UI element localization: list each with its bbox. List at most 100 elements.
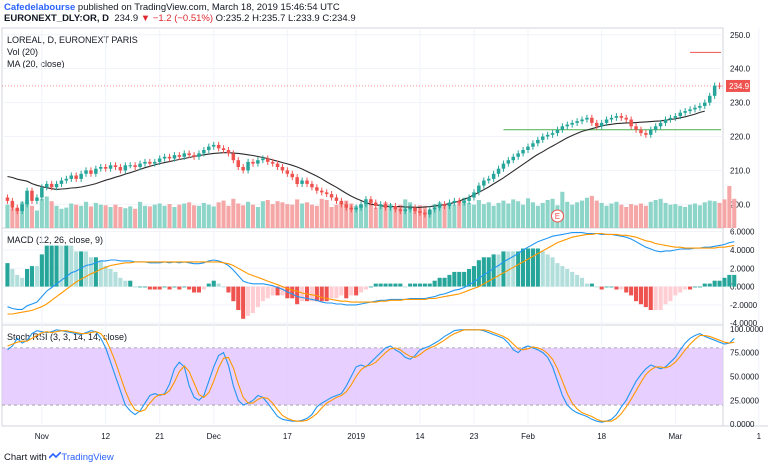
candle-body — [398, 209, 403, 212]
candle-body — [202, 150, 206, 154]
volume-bar — [575, 202, 580, 228]
stoch-rsi-d-line — [7, 329, 735, 422]
signal-line — [7, 232, 735, 315]
legend-ma[interactable]: MA (20, close) — [7, 59, 65, 69]
macd-histogram-bar — [128, 280, 133, 287]
candle-body — [300, 180, 304, 184]
volume-bar — [359, 204, 364, 228]
legend-stoch-rsi[interactable]: Stoch RSI (3, 3, 14, 14, close) — [7, 332, 128, 342]
candle-body — [403, 209, 407, 212]
macd-histogram-bar — [727, 274, 732, 287]
price-change: −1.2 (−0.51%) — [152, 13, 214, 24]
volume-bar — [368, 201, 373, 228]
candle-body — [207, 146, 211, 150]
volume-bar — [157, 203, 162, 228]
candle-body — [575, 121, 579, 123]
macd-histogram-bar — [236, 286, 241, 310]
candle-body — [256, 160, 260, 164]
macd-histogram-bar — [329, 286, 334, 299]
macd-histogram-bar — [354, 286, 359, 296]
volume-bar — [20, 201, 25, 229]
candle-body — [585, 117, 589, 120]
price-tick-label: 230.0 — [730, 99, 751, 108]
candle-body — [467, 197, 471, 201]
last-price-badge-label: 234.9 — [729, 82, 750, 91]
macd-histogram-bar — [246, 286, 251, 316]
volume-bar — [491, 205, 496, 228]
macd-histogram-bar — [555, 263, 560, 287]
macd-histogram-bar — [241, 286, 246, 319]
macd-histogram-bar — [393, 283, 398, 287]
candle-body — [545, 134, 550, 137]
footer-brand[interactable]: TradingView — [61, 452, 114, 463]
macd-histogram-bar — [540, 251, 545, 287]
volume-bar — [683, 207, 688, 228]
candle-body — [329, 194, 334, 198]
rsi-tick-label: 100.0000 — [730, 325, 764, 334]
candle-body — [216, 144, 221, 149]
volume-bar — [118, 207, 123, 228]
macd-histogram-bar — [226, 286, 231, 293]
macd-histogram-bar — [344, 286, 349, 299]
volume-bar — [206, 204, 211, 228]
candle-body — [717, 85, 722, 87]
macd-histogram-bar — [290, 286, 295, 299]
author-link[interactable]: Cafedelabourse — [4, 2, 76, 13]
candle-body — [550, 133, 555, 135]
macd-histogram-bar — [98, 260, 103, 287]
macd-histogram-bar — [10, 269, 15, 287]
macd-tick-label: -2.0000 — [730, 301, 758, 310]
candle-body — [236, 160, 240, 167]
volume-bar — [526, 198, 531, 229]
legend-title[interactable]: LOREAL, D, EURONEXT PARIS — [7, 35, 138, 45]
candle-body — [241, 167, 245, 171]
macd-histogram-bar — [712, 280, 717, 287]
rsi-band — [2, 347, 723, 406]
volume-bar — [226, 205, 231, 228]
macd-histogram-bar — [54, 245, 59, 287]
volume-bar — [442, 205, 447, 228]
candle-body — [393, 206, 398, 210]
candle-body — [30, 190, 34, 201]
macd-histogram-bar — [177, 286, 182, 290]
candle-body — [683, 111, 687, 113]
volume-bar — [300, 203, 305, 228]
candle-body — [378, 204, 383, 206]
macd-histogram-bar — [231, 286, 236, 302]
volume-bar — [265, 200, 270, 228]
volume-bar — [535, 205, 540, 228]
macd-histogram-bar — [398, 283, 403, 287]
legend-macd[interactable]: MACD (12, 26, close, 9) — [7, 235, 104, 245]
candle-body — [595, 122, 599, 127]
macd-histogram-bar — [638, 286, 643, 305]
volume-bar — [241, 205, 246, 229]
candle-body — [167, 156, 172, 159]
candle-body — [609, 117, 614, 120]
macd-histogram-bar — [629, 286, 634, 296]
footer-attribution: Chart with TradingView — [4, 452, 114, 463]
candle-body — [182, 153, 186, 157]
volume-bar — [147, 206, 152, 228]
candle-body — [614, 116, 619, 118]
volume-bar — [432, 204, 437, 228]
volume-bar — [182, 203, 187, 228]
candle-body — [487, 178, 491, 181]
time-tick-label: 23 — [470, 432, 479, 441]
volume-bar — [133, 208, 138, 229]
candle-body — [45, 183, 49, 188]
candle-body — [172, 155, 177, 159]
published-text: published on TradingView.com, March 18, … — [77, 2, 340, 13]
volume-bar — [727, 186, 732, 228]
volume-bar — [560, 191, 565, 228]
volume-bar — [15, 208, 20, 229]
macd-histogram-bar — [192, 286, 197, 293]
candle-body — [673, 116, 678, 118]
legend-vol[interactable]: Vol (20) — [7, 47, 39, 57]
candle-body — [187, 153, 191, 156]
volume-bar — [417, 205, 422, 229]
candle-body — [15, 207, 19, 212]
candle-body — [447, 202, 452, 206]
macd-histogram-bar — [196, 286, 201, 293]
volume-bar — [177, 204, 182, 228]
chart-canvas[interactable]: 200.0 210.0 220.0 230.0 240.0 250.0 Nov 12 21 Dec… — [0, 0, 768, 450]
